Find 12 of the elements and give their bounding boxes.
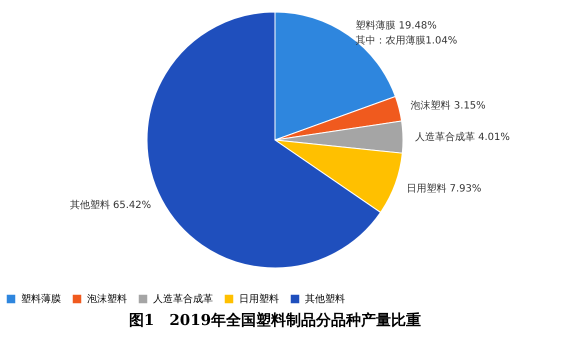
text: 图1 2019年全国塑料制品分品种产量比重 [128, 311, 422, 329]
legend-label: 塑料薄膜 [21, 293, 61, 305]
category-label: 塑料薄膜 19.48% [355, 20, 437, 32]
category-label: 其他塑料 65.42% [70, 200, 152, 212]
category-label: 日用塑料 7.93% [406, 183, 482, 194]
text: 其中：农用薄膜1.04% [355, 34, 458, 46]
category-label: 泡沫塑料 3.15% [410, 100, 486, 112]
category-label: 人造革合成革 4.01% [414, 132, 510, 143]
legend-label: 日用塑料 [239, 293, 279, 305]
legend-label: 其他塑料 [305, 293, 345, 305]
legend-label: 人造革合成革 [153, 293, 213, 305]
legend-label: 泡沫塑料 [87, 293, 127, 305]
